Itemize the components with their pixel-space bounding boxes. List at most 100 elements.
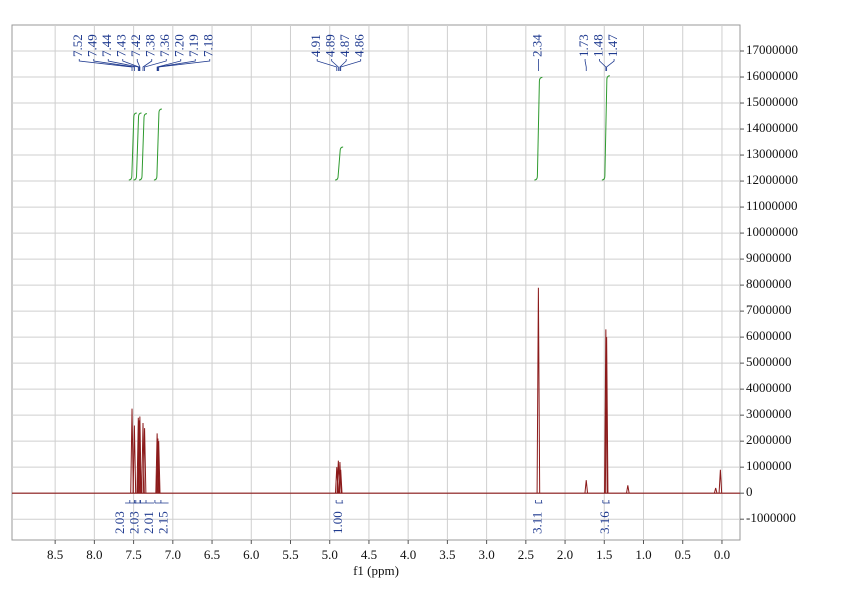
y-tick-label: -1000000 [746, 510, 796, 525]
peak-leader [144, 59, 167, 71]
y-tick-label: 14000000 [746, 120, 798, 135]
y-tick-label: 11000000 [746, 198, 798, 213]
peak-label: 7.42 [128, 34, 143, 57]
peak [338, 461, 342, 494]
peak-leader [107, 59, 139, 71]
integral-bracket [534, 500, 543, 504]
peak-label: 4.91 [308, 34, 323, 57]
integral-label: 1.00 [330, 511, 345, 534]
x-tick-label: 1.0 [635, 547, 651, 562]
peak-leader [316, 59, 338, 71]
peak-label: 4.87 [337, 34, 352, 57]
peak [536, 287, 541, 494]
y-tick-label: 0 [746, 484, 753, 499]
peak [132, 425, 137, 494]
x-tick-label: 5.5 [282, 547, 298, 562]
peak [604, 329, 608, 494]
y-tick-label: 13000000 [746, 146, 798, 161]
y-tick-label: 15000000 [746, 94, 798, 109]
peak-leader [606, 59, 615, 71]
peak-label: 1.73 [576, 34, 591, 57]
integral-label: 3.16 [597, 511, 612, 534]
integral-curve [153, 108, 162, 181]
peak-label: 7.36 [157, 34, 172, 57]
integral-curve [128, 112, 137, 181]
peak-leader [340, 59, 362, 71]
peak [138, 416, 142, 494]
peak-leader [331, 59, 339, 71]
y-tick-label: 17000000 [746, 42, 798, 57]
y-tick-label: 2000000 [746, 432, 792, 447]
x-tick-label: 0.0 [714, 547, 730, 562]
x-tick-label: 2.0 [557, 547, 573, 562]
peak [142, 428, 147, 494]
peak-label: 1.48 [591, 34, 606, 57]
peak-leader [158, 59, 211, 71]
peak [713, 487, 718, 494]
peak-leader [599, 59, 607, 71]
y-tick-label: 10000000 [746, 224, 798, 239]
peak-label: 1.47 [605, 34, 620, 57]
plot-frame [11, 24, 741, 541]
integral-curve [138, 113, 148, 181]
x-tick-label: 3.5 [439, 547, 455, 562]
peak-leader [78, 59, 133, 71]
y-tick-label: 16000000 [746, 68, 798, 83]
integral-curve [534, 76, 543, 181]
peak-label: 7.19 [186, 34, 201, 57]
integral-curve [335, 146, 344, 181]
peak-label: 2.34 [529, 34, 544, 57]
peak-leader [584, 59, 587, 71]
integral-label: 2.03 [112, 511, 127, 534]
integral-curve [133, 112, 142, 181]
peak-leader [156, 59, 182, 71]
peak [137, 420, 141, 494]
peak [584, 480, 589, 494]
peak-leader [157, 59, 196, 71]
peak-leader [122, 59, 140, 71]
x-tick-label: 4.5 [361, 547, 377, 562]
peak-leader [142, 59, 153, 71]
x-tick-label: 8.0 [86, 547, 102, 562]
integral-label: 2.15 [156, 511, 171, 534]
integral-label: 2.03 [127, 511, 142, 534]
y-tick-label: 1000000 [746, 458, 792, 473]
peak-leader [93, 59, 135, 71]
y-tick-label: 6000000 [746, 328, 792, 343]
integral-bracket [154, 500, 169, 504]
x-tick-label: 6.0 [243, 547, 259, 562]
y-tick-label: 7000000 [746, 302, 792, 317]
peak [130, 408, 134, 494]
peak-label: 4.86 [352, 34, 367, 57]
x-tick-label: 7.5 [125, 547, 141, 562]
peak-leader [136, 59, 141, 71]
peak [604, 337, 609, 494]
integral-label: 2.01 [141, 511, 156, 534]
peak-label: 4.89 [323, 34, 338, 57]
y-tick-label: 3000000 [746, 406, 792, 421]
x-tick-label: 4.0 [400, 547, 416, 562]
y-tick-label: 8000000 [746, 276, 792, 291]
y-tick-label: 12000000 [746, 172, 798, 187]
peak-label: 7.44 [99, 34, 114, 57]
peak-leader [339, 59, 347, 71]
x-tick-label: 2.5 [518, 547, 534, 562]
x-tick-label: 0.5 [675, 547, 691, 562]
integral-bracket [602, 500, 610, 504]
peak [718, 469, 723, 494]
peak-label: 7.52 [70, 34, 85, 57]
x-tick-label: 6.5 [204, 547, 220, 562]
x-tick-label: 8.5 [47, 547, 63, 562]
y-tick-label: 4000000 [746, 380, 792, 395]
y-tick-label: 9000000 [746, 250, 792, 265]
peak-label: 7.20 [172, 34, 187, 57]
x-axis-label: f1 (ppm) [353, 563, 399, 578]
peak-label: 7.18 [201, 34, 216, 57]
integral-curve [601, 75, 610, 181]
x-tick-label: 7.0 [165, 547, 181, 562]
x-tick-label: 3.0 [478, 547, 494, 562]
integral-label: 3.11 [529, 512, 544, 534]
peak-label: 7.43 [114, 34, 129, 57]
